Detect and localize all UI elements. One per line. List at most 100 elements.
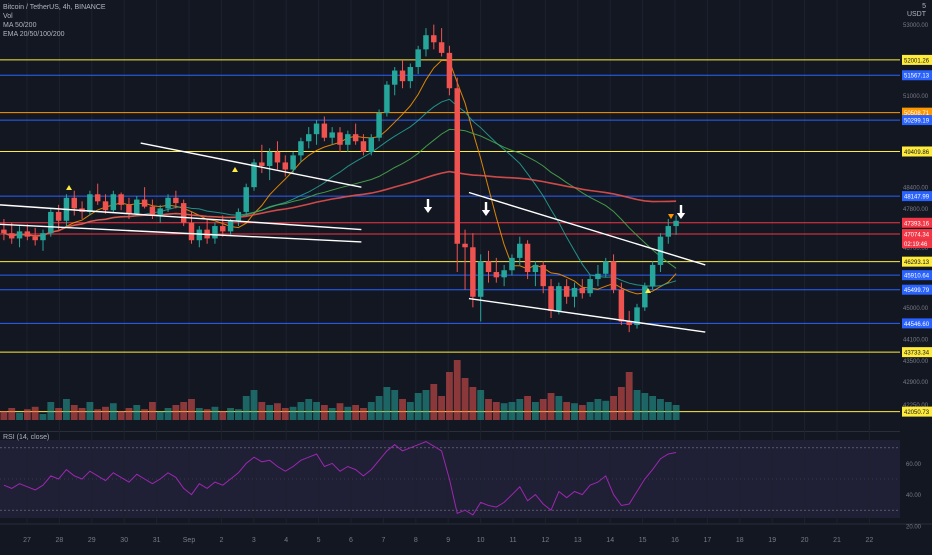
candle-body: [524, 243, 531, 273]
candle-body: [306, 134, 312, 142]
candle-body: [227, 220, 234, 232]
time-axis-label: 21: [833, 537, 841, 544]
time-axis-label: 17: [704, 537, 712, 544]
price-level-tag-label: 45910.64: [904, 274, 930, 280]
volume-bar: [617, 387, 625, 420]
currency-label[interactable]: 5 USDT: [907, 3, 926, 19]
candle-body: [251, 162, 257, 188]
arrow-marker-icon: [676, 205, 686, 219]
candle-body: [313, 123, 320, 135]
price-level-tag: [902, 191, 932, 202]
price-level-tag: [902, 347, 932, 358]
rsi-axis-label: 60.00: [906, 462, 922, 468]
volume-bar: [234, 409, 242, 420]
candle-body: [220, 226, 226, 232]
volume-bar: [469, 387, 477, 420]
time-axis-label: 22: [866, 537, 874, 544]
time-axis-label: 15: [639, 537, 647, 544]
indicator-ma[interactable]: MA 50/200: [3, 22, 37, 29]
candle-body: [16, 231, 23, 239]
time-axis-label: 29: [88, 537, 96, 544]
signal-triangle-icon: [232, 167, 238, 172]
indicator-vol[interactable]: Vol: [3, 13, 13, 20]
signal-triangle-icon: [66, 185, 72, 190]
time-axis-label: 14: [606, 537, 614, 544]
volume-bar: [274, 403, 281, 420]
price-level-tag: [902, 318, 932, 329]
candle-body: [345, 134, 351, 145]
volume-bar: [23, 409, 31, 420]
candle-body: [352, 134, 359, 142]
price-level-tag: [902, 256, 932, 267]
currency-code: USDT: [906, 11, 926, 18]
candle-body: [126, 204, 132, 214]
candle-body: [290, 155, 296, 170]
price-level-tag: [902, 229, 932, 240]
candle-body: [110, 194, 117, 211]
candle-body: [196, 229, 203, 241]
candle-body: [563, 286, 570, 297]
price-level-tag: [902, 54, 932, 65]
price-level-tag-label: 47393.16: [904, 221, 930, 227]
volume-bar: [180, 402, 188, 420]
price-level-tag-label: 51567.13: [904, 74, 930, 80]
candle-body: [556, 286, 562, 311]
volume-bar: [438, 396, 446, 420]
volume-bar: [328, 408, 336, 420]
indicator-ema[interactable]: EMA 20/50/100/200: [3, 31, 65, 38]
candle-body: [603, 261, 609, 274]
volume-bar: [117, 411, 125, 420]
price-level-tag: [902, 284, 932, 295]
candle-body: [407, 67, 414, 82]
time-axis-label: 5: [317, 537, 321, 544]
currency-top: 5: [922, 3, 926, 10]
volume-bar: [610, 396, 617, 420]
candle-body: [470, 247, 476, 297]
candle-body: [587, 279, 593, 294]
time-axis-label: 16: [671, 537, 679, 544]
volume-bar: [16, 412, 23, 420]
volume-bar: [63, 399, 70, 420]
candle-body: [337, 132, 343, 145]
price-level-tag: [902, 107, 932, 118]
volume-bar: [531, 402, 539, 420]
volume-bar: [109, 403, 117, 420]
volume-bar: [31, 406, 39, 420]
price-axis-label: 48400.00: [903, 186, 929, 192]
candle-body: [259, 162, 265, 166]
price-axis-label: 43500.00: [903, 359, 929, 365]
volume-bar: [594, 399, 602, 420]
volume-bar: [375, 396, 383, 420]
price-axis-label: 42900.00: [903, 380, 929, 386]
time-axis-label: 6: [349, 537, 353, 544]
time-axis-label: 27: [23, 537, 31, 544]
candle-body: [673, 220, 679, 227]
volume-bar: [195, 408, 203, 420]
price-level-tag-label: 45499.79: [904, 288, 930, 294]
candle-body: [517, 243, 523, 258]
candle-body: [1, 229, 7, 234]
candle-body: [665, 226, 672, 237]
candle-body: [548, 286, 554, 311]
volume-bar: [524, 396, 531, 420]
volume-bar: [547, 393, 555, 420]
volume-bar: [211, 406, 219, 420]
volume-bar: [133, 405, 141, 420]
trendline: [468, 191, 706, 266]
candle-body: [595, 273, 601, 280]
candle-body: [8, 233, 15, 239]
price-level-tag-label: 46293.13: [904, 260, 930, 266]
candle-body: [157, 208, 163, 216]
candle-body: [399, 70, 406, 82]
candle-body: [118, 194, 124, 205]
candle-body: [415, 49, 421, 68]
volume-bar: [188, 399, 195, 420]
candle-body: [431, 35, 437, 43]
price-axis-label: 53000.00: [903, 23, 929, 29]
candle-body: [462, 243, 468, 248]
volume-bar: [516, 399, 524, 420]
rsi-legend[interactable]: RSI (14, close): [3, 434, 50, 441]
candle-body: [532, 264, 539, 273]
